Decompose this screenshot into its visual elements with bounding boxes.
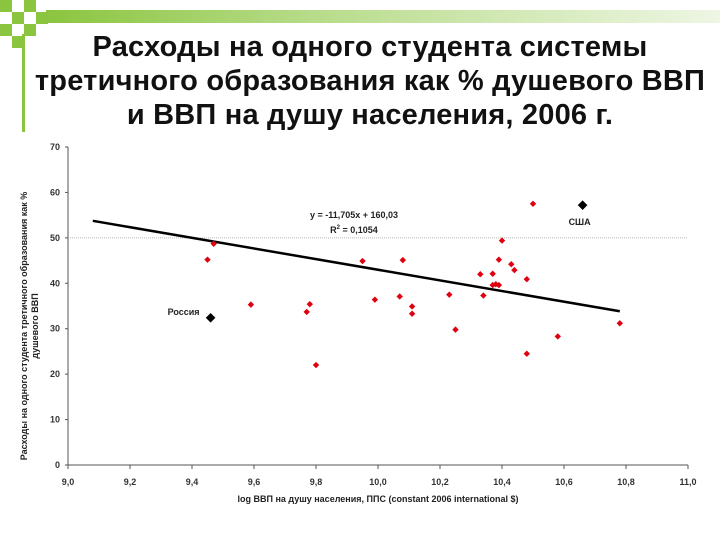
decor-square bbox=[12, 12, 24, 24]
data-point bbox=[477, 271, 484, 278]
data-point bbox=[204, 256, 211, 263]
y-tick-label: 20 bbox=[50, 369, 60, 379]
r2-value: = 0,1054 bbox=[340, 225, 378, 235]
x-tick-label: 11,0 bbox=[679, 477, 696, 487]
accent-bar bbox=[22, 34, 25, 132]
y-axis-label-line: Расходы на одного студента третичного об… bbox=[19, 192, 29, 461]
data-point bbox=[399, 256, 406, 264]
y-tick-label: 30 bbox=[50, 324, 60, 334]
data-point bbox=[408, 303, 416, 310]
y-tick-label: 60 bbox=[50, 187, 60, 197]
x-tick-label: 9,0 bbox=[62, 477, 75, 487]
trendline bbox=[92, 219, 621, 313]
data-point bbox=[523, 275, 530, 283]
x-tick-label: 9,8 bbox=[310, 477, 323, 487]
x-tick-label: 10,4 bbox=[493, 477, 511, 487]
data-point bbox=[312, 361, 320, 369]
data-point bbox=[247, 301, 255, 308]
data-point bbox=[523, 350, 530, 357]
x-tick-label: 10,8 bbox=[617, 477, 635, 487]
data-point bbox=[306, 300, 313, 308]
data-point bbox=[452, 326, 459, 333]
y-tick-label: 10 bbox=[50, 415, 60, 425]
data-point bbox=[511, 266, 518, 274]
data-point bbox=[554, 333, 561, 340]
header-bar bbox=[46, 10, 720, 23]
y-axis-label: Расходы на одного студента третичного об… bbox=[19, 192, 40, 461]
x-tick-label: 10,0 bbox=[369, 477, 387, 487]
data-point bbox=[495, 281, 503, 289]
x-tick-label: 10,6 bbox=[555, 477, 573, 487]
data-point bbox=[616, 320, 623, 327]
data-point bbox=[529, 200, 537, 207]
r2-superscript: 2 bbox=[337, 225, 341, 231]
decor-square bbox=[0, 0, 12, 12]
highlighted-point-label: Россия bbox=[168, 307, 200, 317]
data-point bbox=[303, 308, 310, 316]
decor-square bbox=[0, 24, 12, 36]
y-tick-label: 40 bbox=[50, 278, 60, 288]
y-tick-label: 70 bbox=[50, 142, 60, 152]
data-point bbox=[446, 291, 453, 298]
decor-square bbox=[24, 0, 36, 12]
y-axis-label-line: душевого ВВП bbox=[30, 293, 40, 358]
decor-square bbox=[36, 12, 48, 24]
data-point bbox=[408, 310, 416, 317]
y-tick-label: 0 bbox=[55, 460, 60, 470]
data-point bbox=[489, 270, 496, 277]
data-point bbox=[359, 257, 366, 265]
r2-prefix: R bbox=[330, 225, 337, 235]
x-tick-label: 10,2 bbox=[431, 477, 449, 487]
x-tick-label: 9,2 bbox=[124, 477, 137, 487]
data-point bbox=[498, 237, 506, 244]
x-tick-label: 9,4 bbox=[186, 477, 199, 487]
data-point bbox=[210, 240, 217, 247]
highlighted-point-label: США bbox=[569, 217, 592, 227]
data-point bbox=[371, 296, 379, 303]
data-point bbox=[495, 256, 503, 263]
x-axis-label: log ВВП на душу населения, ППС (constant… bbox=[238, 494, 519, 504]
trendline-equation: y = -11,705x + 160,03 bbox=[310, 210, 398, 220]
highlighted-point bbox=[577, 200, 588, 210]
data-point bbox=[480, 292, 487, 299]
trendline-r2: R2 = 0,1054 bbox=[330, 225, 378, 235]
data-point bbox=[508, 261, 515, 268]
highlighted-point bbox=[205, 313, 216, 323]
decor-square bbox=[12, 36, 24, 48]
decor-square bbox=[24, 24, 36, 36]
data-point bbox=[396, 293, 403, 300]
page-title: Расходы на одного студента системы трети… bbox=[34, 31, 706, 131]
x-tick-label: 9,6 bbox=[248, 477, 261, 487]
y-tick-label: 50 bbox=[50, 233, 60, 243]
